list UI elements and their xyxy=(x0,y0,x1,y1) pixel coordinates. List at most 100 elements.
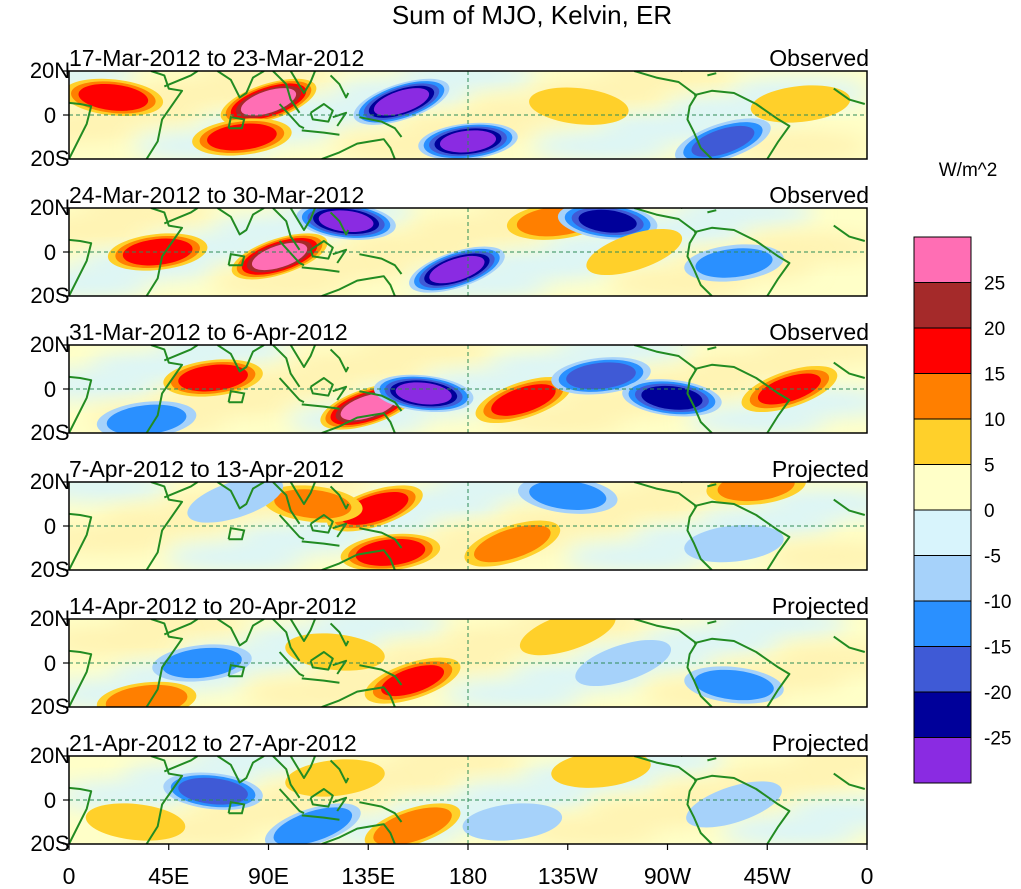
colorbar-label: 15 xyxy=(984,365,1005,386)
anomaly-contour xyxy=(381,665,445,697)
anomaly-contour xyxy=(274,489,352,519)
panel-period: 7-Apr-2012 to 13-Apr-2012 xyxy=(69,456,344,482)
colorbar-label: -15 xyxy=(984,638,1011,659)
coastline xyxy=(278,103,305,130)
x-tick-label: 90E xyxy=(248,863,289,889)
coastline xyxy=(332,385,348,401)
coastline xyxy=(278,514,305,541)
region-box xyxy=(227,390,246,404)
colorbar-label: -20 xyxy=(984,683,1011,704)
coastlines xyxy=(69,482,866,570)
coastline xyxy=(163,345,199,362)
map-panel: 21-Apr-2012 to 27-Apr-2012 Projected20N02… xyxy=(30,730,869,856)
coastline xyxy=(833,87,866,105)
y-tick-label: 0 xyxy=(44,514,56,539)
coastline xyxy=(145,208,184,296)
colorbar-cell xyxy=(913,646,972,693)
coastline xyxy=(301,540,340,547)
background-band xyxy=(69,268,151,296)
x-tick-label: 135E xyxy=(341,863,395,889)
panel-period: 31-Mar-2012 to 6-Apr-2012 xyxy=(69,319,348,345)
background-band xyxy=(69,627,184,655)
coastline xyxy=(145,482,184,570)
coastline xyxy=(332,111,348,127)
coastline xyxy=(633,619,713,707)
anomaly-contour xyxy=(78,83,149,111)
coastline xyxy=(289,345,316,368)
coastline xyxy=(216,482,265,510)
map-panel: 17-Mar-2012 to 23-Mar-2012 Observed20N020… xyxy=(30,45,869,171)
coastline xyxy=(145,619,184,707)
background-band xyxy=(719,816,860,844)
colorbar-label: -10 xyxy=(984,592,1011,613)
region-box xyxy=(227,253,246,267)
background-band xyxy=(69,216,151,244)
coastline xyxy=(69,512,93,570)
coastline xyxy=(321,823,396,844)
chart-title: Sum of MJO, Kelvin, ER xyxy=(392,0,672,30)
background-band xyxy=(69,482,173,501)
coastline xyxy=(69,786,93,844)
coastline xyxy=(289,756,316,779)
background-band xyxy=(763,542,867,570)
colorbar-label: -5 xyxy=(984,547,1001,568)
background-band xyxy=(686,405,827,433)
anomaly-contour xyxy=(462,803,563,841)
coastline xyxy=(707,209,717,214)
coastline xyxy=(145,756,184,844)
anomaly-contour xyxy=(341,491,409,525)
y-tick-label: 0 xyxy=(44,377,56,402)
coastline xyxy=(833,361,866,379)
colorbar-label: 5 xyxy=(984,456,995,477)
colorbar-cell xyxy=(913,464,972,511)
panel-period: 21-Apr-2012 to 27-Apr-2012 xyxy=(69,730,357,756)
anomaly-contour xyxy=(340,392,396,421)
coastline xyxy=(329,759,350,784)
coastline xyxy=(289,208,316,231)
coastline xyxy=(163,208,199,225)
colorbar-cell xyxy=(913,691,972,738)
coastline xyxy=(329,485,350,510)
panel-status: Projected xyxy=(772,456,869,482)
anomaly-field xyxy=(69,619,867,707)
map-panel: 14-Apr-2012 to 20-Apr-2012 Projected20N02… xyxy=(30,593,869,719)
coastline xyxy=(321,138,396,159)
colorbar-cell xyxy=(913,236,972,283)
anomaly-contour xyxy=(207,123,277,151)
coastline xyxy=(278,240,305,267)
anomaly-blobs xyxy=(187,482,806,570)
colorbar-cell xyxy=(913,327,972,374)
anomaly-blobs xyxy=(96,357,838,433)
panel-status: Projected xyxy=(772,730,869,756)
coastline xyxy=(301,403,340,410)
anomaly-contour xyxy=(178,777,248,805)
anomaly-field xyxy=(69,482,867,570)
coastline xyxy=(289,71,316,94)
coastline xyxy=(216,619,265,647)
anomaly-blobs xyxy=(69,78,851,159)
coastline xyxy=(332,796,348,812)
x-tick-label: 0 xyxy=(861,863,874,889)
colorbar-cell xyxy=(913,418,972,465)
x-tick-label: 45W xyxy=(744,863,792,889)
y-tick-label: 0 xyxy=(44,651,56,676)
coastline xyxy=(301,129,340,136)
coastlines xyxy=(69,208,866,296)
coastline xyxy=(332,659,348,675)
anomaly-contour xyxy=(529,482,607,510)
coastline xyxy=(289,619,316,642)
x-tick-label: 180 xyxy=(449,863,487,889)
coastline xyxy=(272,345,301,388)
anomaly-contour xyxy=(318,210,374,233)
map-panel: 24-Mar-2012 to 30-Mar-2012 Observed20N020… xyxy=(30,182,869,308)
coastline xyxy=(69,375,93,433)
coastline xyxy=(707,72,717,77)
anomaly-contour xyxy=(395,382,452,405)
y-tick-label: 0 xyxy=(44,103,56,128)
coastline xyxy=(309,377,334,397)
panel-period: 24-Mar-2012 to 30-Mar-2012 xyxy=(69,182,364,208)
coastline xyxy=(321,686,396,707)
coastline xyxy=(329,74,350,99)
coastline xyxy=(359,390,403,412)
colorbar-cell xyxy=(913,555,972,602)
